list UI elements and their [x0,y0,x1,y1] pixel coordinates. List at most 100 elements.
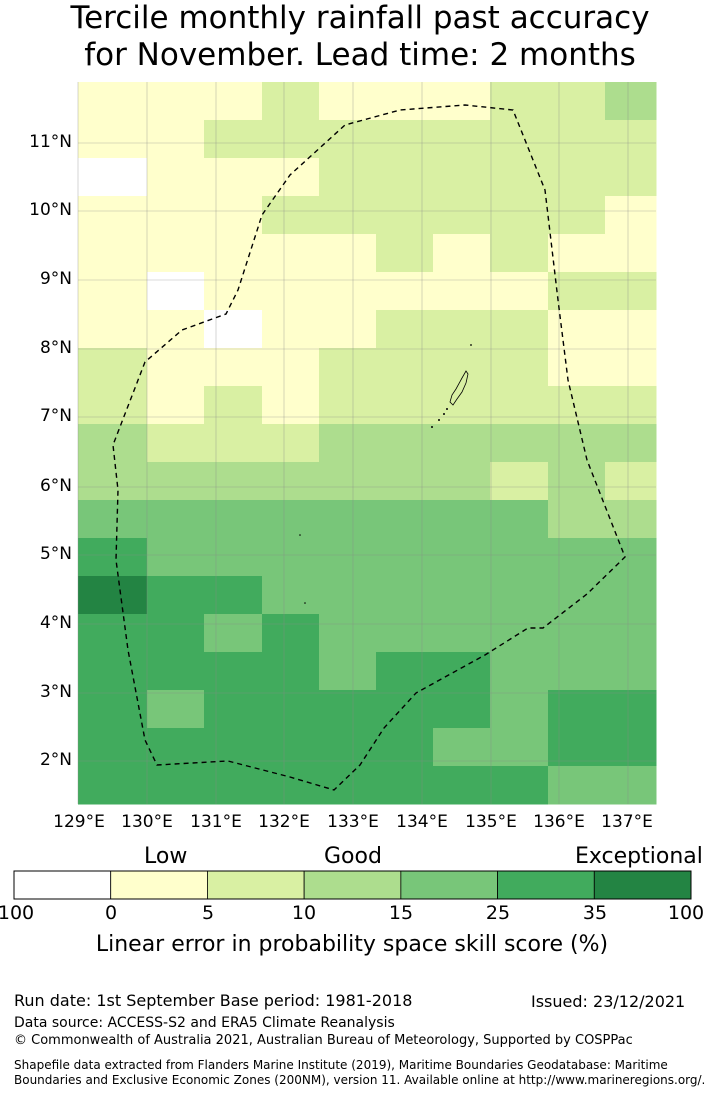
grid-cell [89,196,148,235]
grid-cell [605,690,657,729]
lat-label: 2°N [39,750,72,770]
grid-cell [78,234,90,273]
grid-cell [319,234,377,273]
grid-cell [490,500,549,539]
grid-cell [147,614,205,653]
grid-cell [204,766,263,805]
grid-cell [548,310,606,349]
grid-cell [376,348,434,387]
grid-cell [605,500,657,539]
grid-cell [204,348,263,387]
map-title-line1: Tercile monthly rainfall past accuracy [70,0,650,36]
grid-cell [605,576,657,615]
lon-label: 134°E [396,812,448,832]
grid-cell [204,652,263,691]
grid-cell [204,576,263,615]
grid-cell [319,652,377,691]
colorbar-tick: 15 [388,902,414,924]
colorbar-tick: 0 [104,902,118,924]
grid-cell [204,690,263,729]
grid-cell [319,310,377,349]
island-dot [470,344,472,346]
grid-cell [204,82,263,121]
grid-cell [89,82,148,121]
grid-cell [78,728,90,767]
colorbar-segment [110,870,208,900]
map-title: Tercile monthly rainfall past accuracy f… [0,0,720,74]
grid-cell [433,652,491,691]
grid-cell [376,310,434,349]
grid-cell [433,576,491,615]
grid-cell [548,690,606,729]
grid-cell [147,500,205,539]
grid-cell [433,272,491,311]
palau-islands [299,344,472,604]
colorbar-segment [593,870,692,900]
grid-cell [548,424,606,463]
colorbar-tick: 100 [667,902,705,924]
grid-cell [433,500,491,539]
grid-cell [490,386,549,425]
grid-cell [376,766,434,805]
grid-cell [319,120,377,159]
run-date: Run date: 1st September Base period: 198… [14,991,413,1010]
grid-cell [147,424,205,463]
grid-cell [433,234,491,273]
grid-cell [490,310,549,349]
grid-cell [262,348,320,387]
lon-label: 133°E [327,812,379,832]
island-dot [299,534,301,536]
grid-cell [605,82,657,121]
grid-cell [433,310,491,349]
grid-cell [433,82,491,121]
grid-cell [548,158,606,197]
grid-cell [147,120,205,159]
grid-cell [548,614,606,653]
grid-cell [262,82,320,121]
grid-cell [147,348,205,387]
grid-cell [548,234,606,273]
grid-cell [78,690,90,729]
island-dot [443,413,445,415]
grid-cell [147,690,205,729]
grid-cell [147,538,205,577]
grid-cell [490,462,549,501]
shapefile-credit-line2: Boundaries and Exclusive Economic Zones … [14,1073,706,1087]
grid-cell [490,614,549,653]
grid-cell [89,690,148,729]
grid-cell [89,310,148,349]
grid-cell [376,196,434,235]
grid-cell [548,652,606,691]
data-source: Data source: ACCESS-S2 and ERA5 Climate … [14,1015,395,1031]
lat-label: 11°N [29,132,72,152]
grid-cell [147,272,205,311]
grid-cell [433,766,491,805]
grid-cell [78,82,90,121]
grid-cell [548,766,606,805]
grid-cell [262,766,320,805]
grid-cell [433,158,491,197]
grid-cell [78,120,90,159]
grid-cell [376,614,434,653]
grid-cell [490,690,549,729]
colorbar-title: Linear error in probability space skill … [95,932,609,957]
grid-cell [319,348,377,387]
grid-cell [605,766,657,805]
grid-cell [319,766,377,805]
island-dot [438,419,440,421]
grid-cell [376,120,434,159]
grid-cell [433,728,491,767]
grid-cell [78,766,90,805]
grid-cell [376,652,434,691]
grid-cell [376,424,434,463]
eez-boundary [112,104,626,791]
grid-cell [262,386,320,425]
grid-cell [605,120,657,159]
grid-cell [433,424,491,463]
grid-cell [147,766,205,805]
grid-cell [548,348,606,387]
grid-cell [78,348,90,387]
island-dot [304,602,306,604]
colorbar-segment [400,870,498,900]
grid-cell [548,82,606,121]
